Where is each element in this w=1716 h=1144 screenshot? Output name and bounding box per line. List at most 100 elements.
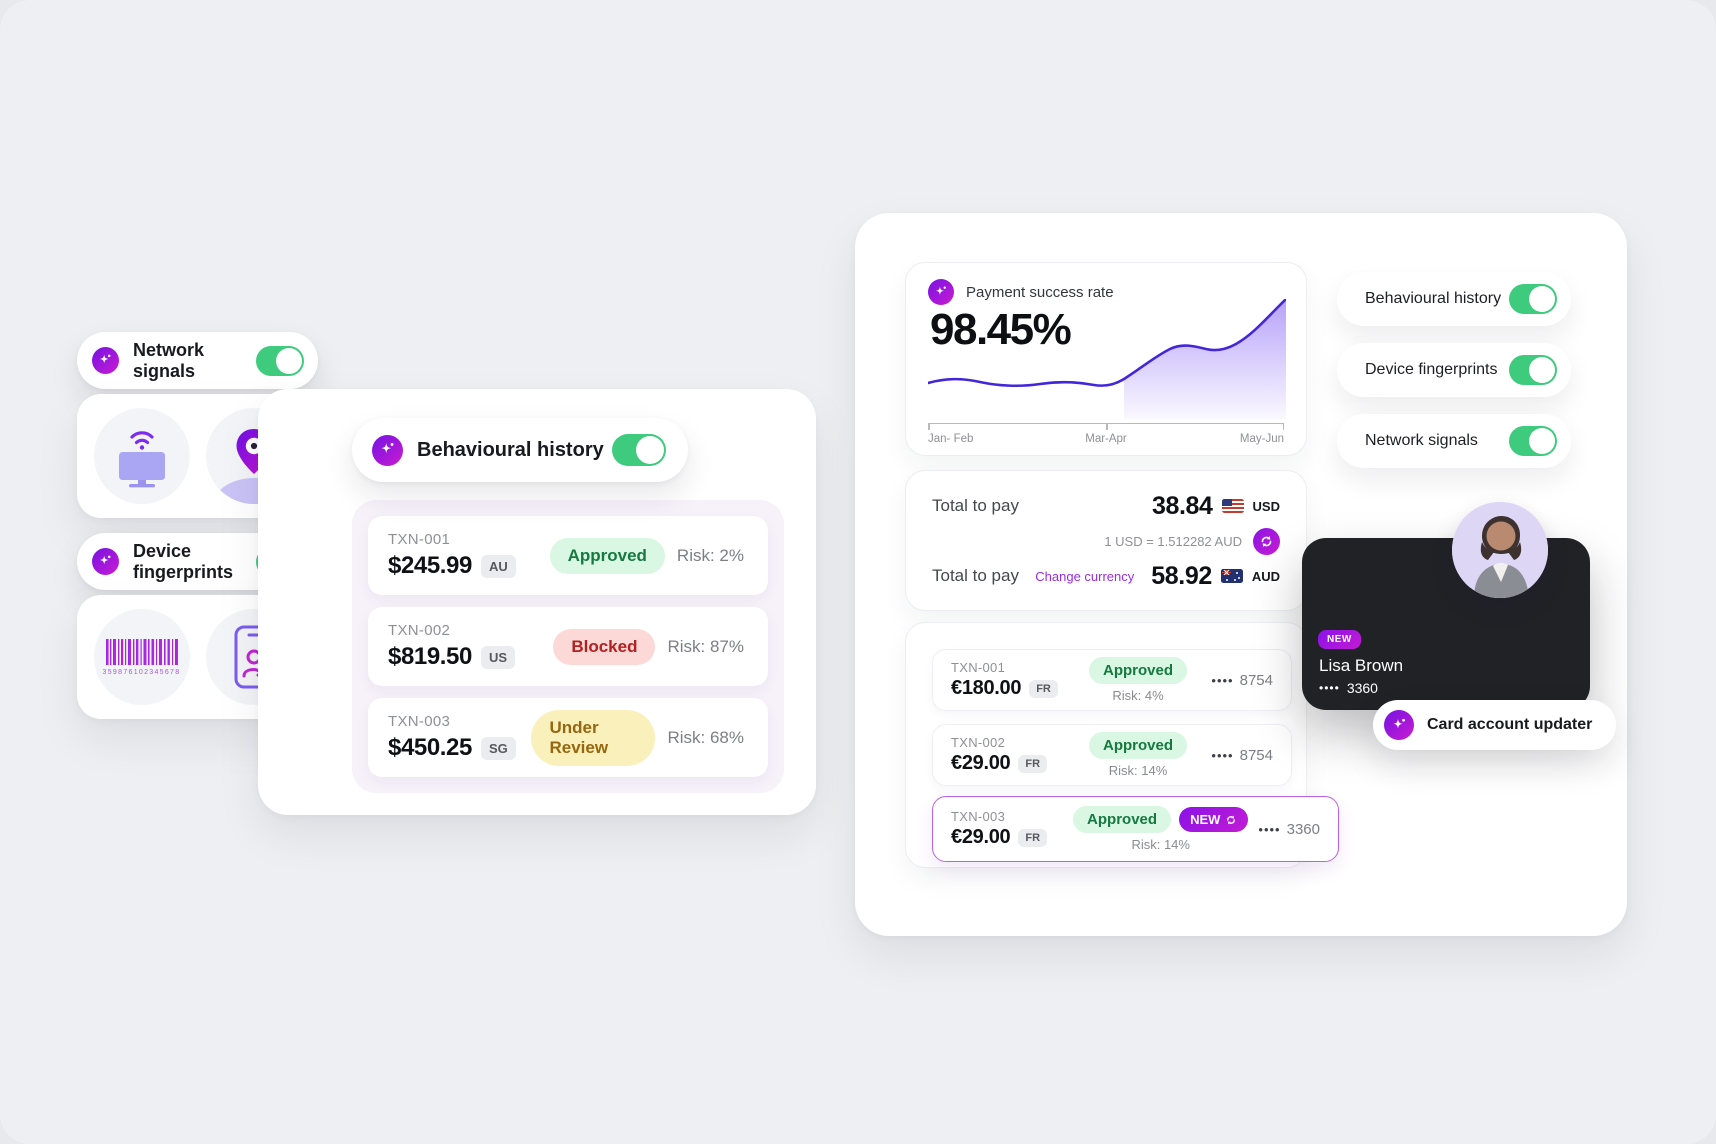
status-badge: Approved	[1089, 732, 1188, 759]
us-flag-icon	[1221, 499, 1244, 513]
behavioural-history-pill: Behavioural history	[352, 418, 688, 482]
axis-label-right: May-Jun	[1239, 433, 1284, 445]
txn-id: TXN-001	[951, 660, 1006, 675]
sparkle-icon	[372, 434, 403, 466]
risk-value: Risk: 68%	[667, 727, 744, 747]
payment-success-chart-card: Payment success rate 98.45% Jan- Feb Mar…	[905, 262, 1307, 456]
risk-value: Risk: 14%	[1131, 837, 1190, 852]
chart-title: Payment success rate	[966, 283, 1114, 301]
risk-value: Risk: 87%	[667, 636, 744, 656]
status-badge: Approved	[1089, 657, 1188, 684]
card-dots: ••••	[1258, 821, 1281, 837]
behavioural-history-toggle[interactable]	[612, 434, 666, 466]
table-row[interactable]: TXN-001 €180.00 FR Approved Risk: 4% •••…	[932, 649, 1292, 711]
txn-id: TXN-002	[951, 735, 1006, 750]
txn-id: TXN-002	[388, 622, 451, 639]
au-flag-icon	[1220, 569, 1243, 583]
card-dots: ••••	[1211, 747, 1234, 763]
card-last4: 3360	[1286, 820, 1320, 838]
barcode-tile: 359876102345678	[93, 609, 190, 705]
toggle-label: Device fingerprints	[1365, 361, 1498, 378]
status-badge: Approved	[1073, 806, 1172, 833]
txn-amount: $450.25	[388, 734, 472, 761]
total-to-pay-label: Total to pay	[932, 566, 1019, 585]
txn-amount: $245.99	[388, 552, 472, 579]
sparkle-icon	[1384, 710, 1414, 740]
card-account-updater-chip[interactable]: Card account updater	[1373, 700, 1617, 750]
device-fingerprints-label: Device fingerprints	[133, 540, 234, 582]
country-badge: AU	[480, 554, 516, 578]
barcode-icon	[105, 638, 178, 665]
country-badge: US	[480, 645, 516, 669]
currency-conversion-card: Total to pay 38.84 USD 1 USD = 1.512282 …	[905, 470, 1307, 611]
sparkle-icon	[92, 548, 119, 575]
txn-id: TXN-003	[951, 809, 1006, 824]
device-network-tile	[93, 408, 190, 504]
table-row-selected[interactable]: TXN-003 €29.00 FR Approved NEW	[932, 796, 1339, 862]
cardholder-name: Lisa Brown	[1319, 656, 1404, 675]
risk-value: Risk: 2%	[676, 545, 744, 565]
txn-amount: $819.50	[388, 643, 472, 670]
new-badge: NEW	[1318, 630, 1361, 649]
table-row[interactable]: TXN-002 €29.00 FR Approved Risk: 14% •••…	[932, 724, 1292, 786]
card-last4: 8754	[1239, 671, 1273, 689]
network-signals-toggle[interactable]	[256, 345, 304, 376]
total-to-pay-label: Total to pay	[932, 496, 1019, 515]
table-row[interactable]: TXN-002 $819.50 US Blocked Risk: 87%	[368, 607, 768, 686]
avatar	[1452, 502, 1548, 598]
axis-label-left: Jan- Feb	[928, 433, 974, 445]
aud-amount: 58.92	[1151, 561, 1212, 590]
card-account-updater-label: Card account updater	[1427, 716, 1593, 733]
monitor-wifi-icon	[118, 431, 165, 488]
risk-value: Risk: 14%	[1108, 763, 1168, 778]
axis-label-mid: Mar-Apr	[1085, 433, 1127, 445]
status-badge: Approved	[549, 537, 665, 574]
toggle-pill-network-signals: Network signals	[1337, 414, 1571, 468]
network-signals-toggle[interactable]	[1509, 426, 1557, 456]
txn-amount: €29.00	[951, 826, 1011, 848]
sparkle-icon	[92, 347, 119, 374]
network-signals-label: Network signals	[133, 339, 205, 381]
card-dots: ••••	[1319, 681, 1340, 695]
risk-value: Risk: 4%	[1112, 688, 1164, 703]
new-badge-label: NEW	[1190, 812, 1221, 827]
cardholder-card: NEW Lisa Brown •••• 3360	[1302, 538, 1590, 710]
exchange-rate-text: 1 USD = 1.512282 AUD	[1104, 533, 1242, 549]
barcode-number: 359876102345678	[102, 668, 181, 676]
sparkle-icon	[928, 279, 954, 305]
txn-id: TXN-001	[388, 531, 451, 548]
payment-success-rate-value: 98.45%	[930, 305, 1072, 354]
chart-x-axis	[928, 423, 1284, 430]
currency-exchange-icon[interactable]	[1253, 527, 1280, 555]
table-row[interactable]: TXN-001 $245.99 AU Approved Risk: 2%	[368, 516, 768, 595]
change-currency-link[interactable]: Change currency	[1035, 568, 1135, 584]
table-row[interactable]: TXN-003 $450.25 SG Under Review Risk: 68…	[368, 698, 768, 777]
card-last4: 3360	[1346, 680, 1378, 696]
country-badge: FR	[1029, 679, 1058, 698]
new-card-badge: NEW	[1179, 807, 1249, 832]
txn-amount: €29.00	[951, 752, 1011, 774]
toggle-label: Network signals	[1365, 432, 1478, 449]
usd-code: USD	[1252, 498, 1280, 514]
country-badge: FR	[1018, 754, 1048, 773]
usd-amount: 38.84	[1151, 491, 1213, 520]
status-badge: Under Review	[531, 709, 656, 766]
behavioural-history-label: Behavioural history	[417, 438, 604, 461]
card-dots: ••••	[1211, 672, 1234, 688]
dashboard-transactions-card: TXN-001 €180.00 FR Approved Risk: 4% •••…	[905, 622, 1339, 868]
avatar-photo	[1452, 502, 1548, 598]
country-badge: FR	[1018, 828, 1048, 847]
success-rate-sparkline	[928, 299, 1286, 419]
device-fingerprints-toggle[interactable]	[1509, 355, 1557, 385]
network-signals-pill: Network signals	[77, 332, 318, 389]
country-badge: SG	[480, 736, 516, 760]
behaviour-transactions-panel: TXN-001 $245.99 AU Approved Risk: 2% TXN…	[352, 500, 784, 793]
card-last4: 8754	[1239, 746, 1273, 764]
toggle-pill-behavioural-history: Behavioural history	[1337, 272, 1571, 326]
behavioural-history-toggle[interactable]	[1509, 284, 1557, 314]
toggle-pill-device-fingerprints: Device fingerprints	[1337, 343, 1571, 397]
refresh-icon	[1227, 815, 1236, 824]
txn-amount: €180.00	[951, 677, 1022, 699]
aud-code: AUD	[1251, 568, 1280, 584]
